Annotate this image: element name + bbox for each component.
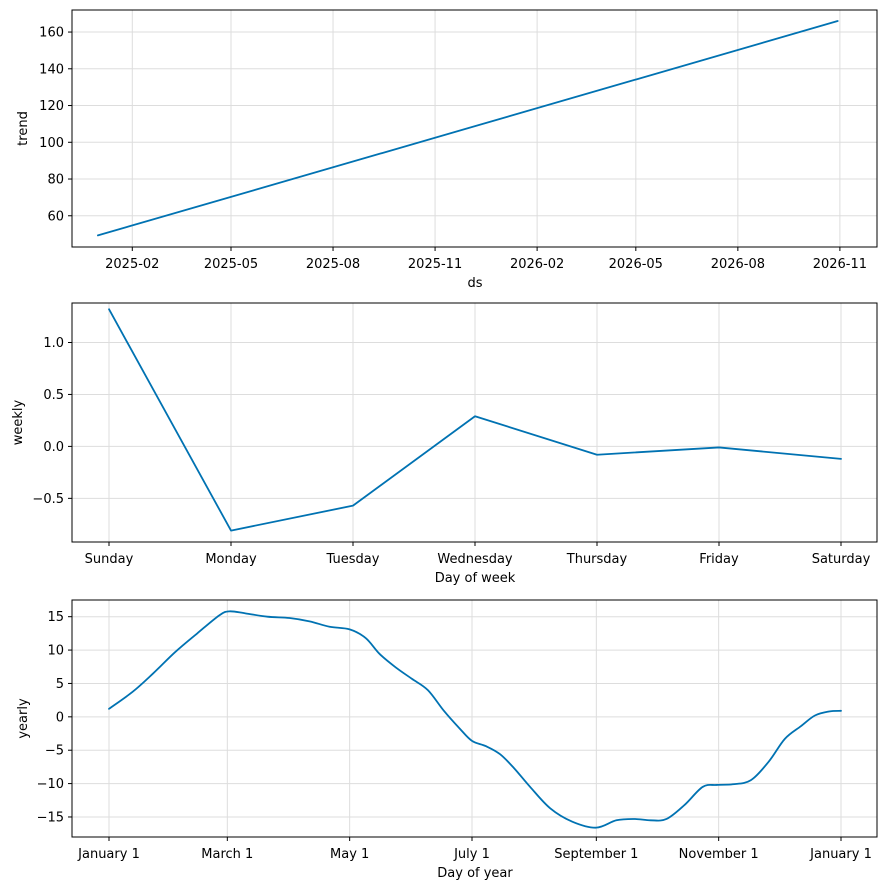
yearly-y-tick-label: −15: [37, 810, 64, 825]
yearly-x-tick-label: March 1: [201, 847, 253, 862]
weekly-x-tick-label: Friday: [699, 552, 739, 567]
trend-x-tick-label: 2025-05: [204, 257, 258, 272]
trend-x-tick-label: 2026-08: [711, 257, 765, 272]
trend-x-tick-label: 2025-08: [306, 257, 360, 272]
trend-y-tick-label: 140: [39, 62, 64, 77]
yearly-x-tick-label: May 1: [330, 847, 369, 862]
yearly-plot-frame: [71, 599, 878, 838]
weekly-x-tick-label: Thursday: [566, 552, 628, 567]
weekly-x-tick-label: Monday: [205, 552, 257, 567]
yearly-x-tick-label: January 1: [809, 847, 872, 862]
weekly-x-axis-title: Day of week: [435, 571, 516, 586]
trend-y-tick-label: 60: [47, 209, 64, 224]
yearly-y-tick-label: 15: [47, 610, 64, 625]
trend-x-tick-label: 2025-11: [408, 257, 462, 272]
yearly-x-tick-label: July 1: [453, 847, 490, 862]
trend-x-tick-label: 2025-02: [105, 257, 159, 272]
yearly-y-tick-label: 5: [56, 677, 64, 692]
yearly-x-tick-label: November 1: [679, 847, 759, 862]
weekly-y-tick-label: 0.0: [43, 440, 64, 455]
yearly-x-tick-label: September 1: [554, 847, 638, 862]
trend-y-axis-title: trend: [16, 111, 31, 146]
weekly-x-tick-label: Wednesday: [437, 552, 513, 567]
trend-x-axis-title: ds: [467, 276, 482, 291]
trend-y-tick-label: 100: [39, 136, 64, 151]
trend-panel: 2025-02 2025-05 2025-08 2025-11 2026-02 2026-…: [16, 9, 878, 291]
trend-x-tick-label: 2026-11: [813, 257, 867, 272]
trend-x-tick-label: 2026-05: [609, 257, 663, 272]
trend-y-tick-label: 120: [39, 99, 64, 114]
yearly-y-tick-label: 10: [47, 644, 64, 659]
trend-plot-frame: [71, 9, 878, 248]
yearly-panel: January 1 March 1 May 1 July 1 September 1 No…: [16, 599, 878, 881]
weekly-series-line: [108, 308, 842, 532]
weekly-y-tick-label: 0.5: [43, 388, 64, 403]
weekly-y-tick-label: 1.0: [43, 336, 64, 351]
yearly-x-axis-title: Day of year: [437, 866, 513, 881]
trend-x-tick-label: 2026-02: [510, 257, 564, 272]
weekly-panel: Sunday Monday Tuesday Wednesday Thursday Frid…: [11, 302, 878, 586]
yearly-x-tick-label: January 1: [77, 847, 140, 862]
weekly-x-tick-label: Saturday: [812, 552, 871, 567]
weekly-x-tick-label: Sunday: [85, 552, 134, 567]
weekly-y-tick-label: −0.5: [32, 492, 64, 507]
trend-series-line: [97, 20, 839, 237]
yearly-series-line: [108, 610, 842, 829]
trend-y-tick-label: 160: [39, 26, 64, 41]
yearly-y-tick-label: −10: [37, 777, 64, 792]
yearly-y-tick-label: 0: [56, 710, 64, 725]
yearly-y-axis-title: yearly: [16, 698, 31, 739]
weekly-y-axis-title: weekly: [11, 399, 26, 445]
yearly-y-tick-label: −5: [45, 744, 64, 759]
trend-y-tick-label: 80: [47, 173, 64, 188]
weekly-x-tick-label: Tuesday: [326, 552, 380, 567]
